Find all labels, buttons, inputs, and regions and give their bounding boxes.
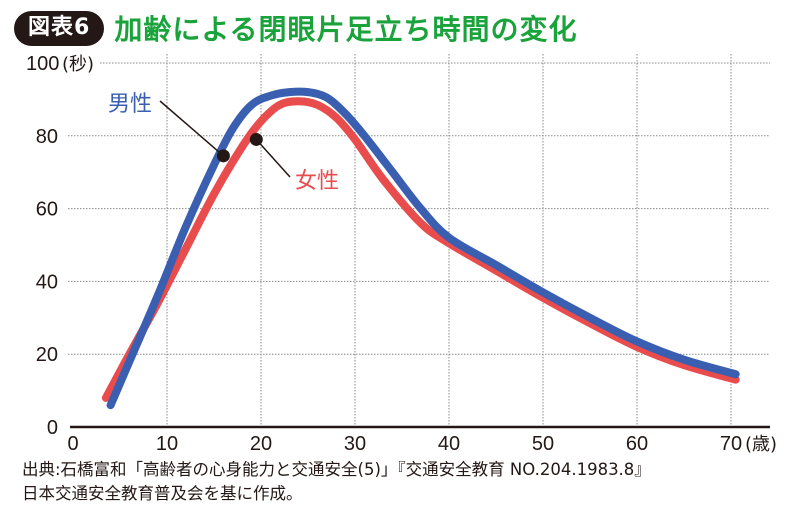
series-line-female xyxy=(101,97,740,402)
x-tick-label: 50 xyxy=(532,433,554,455)
source-note: 出典:石橋富和「高齢者の心身能力と交通安全(5)」『交通安全教育 NO.204.… xyxy=(22,458,651,506)
y-unit-label: (秒) xyxy=(62,54,94,75)
y-tick-label: 0 xyxy=(47,417,58,439)
y-tick-label: 100 xyxy=(26,53,59,75)
male-marker-dot xyxy=(216,149,230,163)
x-tick-label: 0 xyxy=(67,433,78,455)
figure-header: 図表6 加齢による閉眼片足立ち時間の変化 xyxy=(14,8,577,48)
y-tick-label: 20 xyxy=(36,344,58,366)
x-tick-label: 60 xyxy=(626,433,648,455)
series-line-male xyxy=(106,87,740,410)
x-tick-label: 10 xyxy=(156,433,178,455)
y-tick-label: 40 xyxy=(36,271,58,293)
figure-badge: 図表6 xyxy=(14,10,105,46)
female-leader-line xyxy=(255,138,291,178)
x-unit-label: (歳) xyxy=(745,434,777,455)
male-leader-line xyxy=(159,100,224,157)
x-tick-label: 70 xyxy=(720,433,742,455)
x-tick-label: 30 xyxy=(344,433,366,455)
chart-title: 加齢による閉眼片足立ち時間の変化 xyxy=(114,13,578,46)
x-tick-label: 40 xyxy=(438,433,460,455)
source-line-2: 日本交通安全教育普及会を基に作成。 xyxy=(22,484,303,503)
x-tick-label: 20 xyxy=(250,433,272,455)
source-line-1: 出典:石橋富和「高齢者の心身能力と交通安全(5)」『交通安全教育 NO.204.… xyxy=(22,460,651,479)
female-marker-dot xyxy=(249,132,263,146)
y-tick-label: 60 xyxy=(36,199,58,221)
female-label: 女性 xyxy=(295,169,339,194)
male-label: 男性 xyxy=(108,92,152,117)
y-tick-label: 80 xyxy=(36,126,58,148)
